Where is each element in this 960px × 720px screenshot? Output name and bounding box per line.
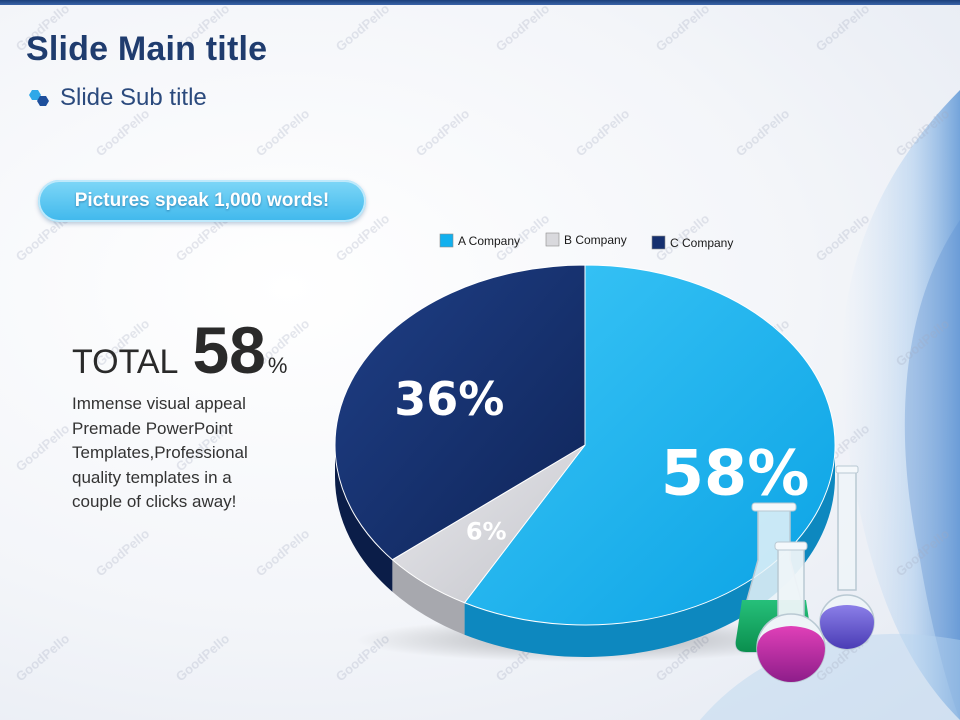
pie-slice-c-company (334, 264, 586, 561)
callout-pill: Pictures speak 1,000 words! (38, 180, 366, 222)
legend-item-c-company: C Company (651, 235, 733, 250)
pie-label-c-company: 36% (394, 372, 504, 426)
total-summary: TOTAL 58 % (72, 312, 287, 388)
pie-side-b-company (392, 559, 465, 635)
legend-label: B Company (564, 233, 627, 247)
pie-slice-a-company (463, 264, 836, 626)
pie-label-a-company: 58% (661, 436, 809, 509)
legend: A Company B Company C Company (439, 232, 733, 250)
pie-tops (334, 264, 836, 626)
legend-item-b-company: B Company (545, 232, 627, 247)
pie-labels: 58% 6% 36% (394, 372, 809, 545)
legend-swatch (545, 232, 560, 247)
pie-side-c-company (335, 445, 393, 592)
description-text: Immense visual appeal Premade PowerPoint… (72, 394, 248, 511)
top-accent-bar (0, 0, 960, 5)
legend-item-a-company: A Company (439, 233, 520, 248)
lab-flasks-icon (734, 465, 875, 683)
page-title: Slide Main title (26, 30, 268, 68)
hexagon-bullet-icon (29, 90, 49, 106)
legend-swatch (651, 235, 666, 250)
page-subtitle: Slide Sub title (60, 84, 207, 111)
callout-text: Pictures speak 1,000 words! (74, 190, 330, 211)
legend-label: A Company (458, 234, 520, 248)
total-value: 58 (192, 313, 266, 387)
total-label: TOTAL (72, 343, 179, 381)
legend-swatch (439, 233, 454, 248)
subtitle-row: Slide Sub title (26, 84, 207, 112)
pie-label-b-company: 6% (466, 517, 507, 545)
legend-label: C Company (670, 236, 733, 250)
total-unit: % (267, 353, 288, 378)
